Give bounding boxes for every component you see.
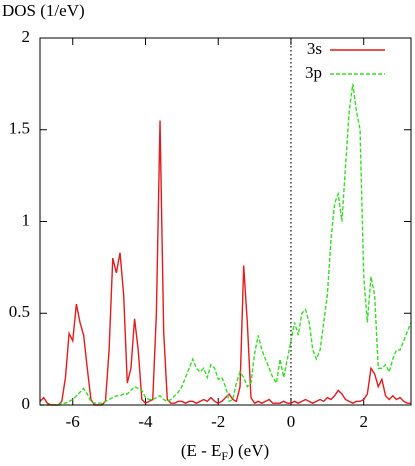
y-tick-label: 1: [22, 210, 31, 229]
x-axis-label-main: (E - E: [181, 441, 222, 460]
y-tick-label: 0: [22, 394, 31, 413]
series-line: [40, 83, 412, 406]
plot-frame: [39, 37, 412, 406]
y-axis-label: DOS (1/eV): [2, 1, 85, 20]
x-axis-label-rest: ) (eV): [228, 441, 269, 460]
x-axis-label-sub: F: [221, 449, 228, 463]
x-tick-label: 0: [287, 412, 296, 431]
y-tick-label: 0.5: [9, 302, 30, 321]
x-tick-label: 2: [359, 412, 368, 431]
legend-label: 3p: [305, 63, 322, 82]
legend-label: 3s: [307, 39, 322, 58]
x-tick-label: -2: [211, 412, 225, 431]
y-tick-label: 2: [22, 27, 31, 46]
x-axis-label: (E - EF) (eV): [181, 441, 269, 463]
y-tick-label: 1.5: [9, 119, 30, 138]
x-tick-label: -4: [138, 412, 153, 431]
x-tick-label: -6: [66, 412, 80, 431]
